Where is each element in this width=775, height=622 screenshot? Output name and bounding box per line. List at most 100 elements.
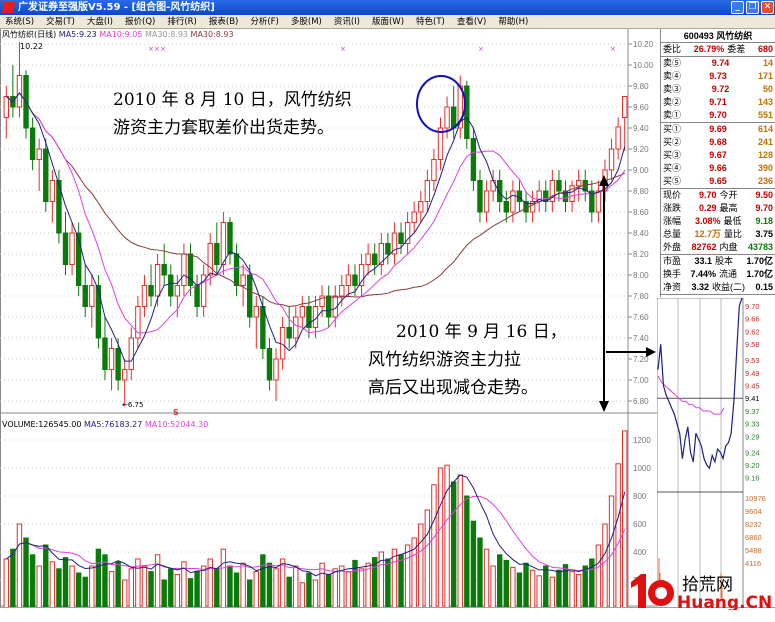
volume-bar [108, 571, 115, 607]
volume-bar [569, 571, 575, 607]
menu-item[interactable]: 报表(B) [208, 17, 239, 27]
candle-body [82, 285, 88, 307]
volume-bar [299, 582, 306, 607]
candle-body [608, 148, 615, 171]
volume-bar [549, 576, 556, 607]
volume-bar [69, 565, 75, 607]
quote-value: 171 [757, 71, 774, 81]
quote-label: 委差 [727, 44, 746, 54]
price-tick-label: 10.00 [633, 61, 654, 70]
quote-value: 12.7万 [694, 229, 721, 239]
candle-body [3, 96, 9, 118]
annotation-sep16: 2010 年 9 月 16 日， 风竹纺织游资主力拉 高后又出现减仓走势。 [368, 318, 567, 402]
price-tick-label: 8.00 [633, 271, 649, 280]
menu-item[interactable]: 系统(S) [5, 17, 35, 27]
candle-body [431, 159, 437, 181]
candle-body [207, 243, 213, 276]
volume-bar [391, 548, 398, 607]
menu-item[interactable]: 帮助(H) [498, 17, 529, 27]
quote-label: 买④ [663, 163, 682, 173]
quote-row: 换手 7.44% 流通 1.70亿 [661, 268, 775, 281]
quote-row: 总量 12.7万 量比 3.75 [661, 228, 775, 241]
quote-row: 卖③ 9.72 50 [661, 83, 775, 96]
candle-body [306, 306, 312, 328]
quote-row: 委比 26.79% 委差 680 [661, 43, 775, 56]
candle-body [227, 222, 233, 255]
volume-bar [437, 467, 444, 607]
volume-bar [582, 565, 588, 607]
volume-bar [622, 430, 628, 607]
restore-button[interactable]: ❐ [746, 1, 759, 14]
volume-bar [200, 565, 207, 607]
quote-label: 买① [663, 124, 682, 134]
price-tick-label: 7.80 [633, 292, 649, 301]
candle-body [319, 295, 325, 307]
quote-label: 收益(二) [712, 282, 746, 292]
candle-body [615, 126, 621, 150]
volume-bar [411, 537, 417, 607]
intraday-chart[interactable]: 9.70 9.66 9.62 9.58 9.53 9.49 9.45 9.41 9.37 9.33… [657, 298, 775, 608]
menu-item[interactable]: 版面(W) [371, 17, 405, 27]
volume-bar [273, 568, 279, 607]
candle-body [569, 185, 575, 202]
candle-body [293, 316, 299, 339]
volume-bar [43, 544, 49, 607]
arrow-right-head [646, 347, 656, 357]
menu-item[interactable]: 查看(V) [456, 17, 487, 27]
intraday-price-label: 9.53 [745, 356, 760, 365]
menu-item[interactable]: 分析(F) [250, 17, 279, 27]
candle-body [29, 127, 36, 160]
volume-bar [161, 579, 167, 607]
volume-bar [128, 568, 134, 607]
intraday-price-label: 9.33 [745, 420, 760, 429]
quote-label: 量比 [724, 229, 743, 239]
volume-bar [365, 562, 371, 607]
volume-tick-label: 1000 [633, 464, 651, 473]
logo-en: Huang.CN [677, 593, 772, 610]
minimize-button[interactable]: _ [731, 1, 744, 14]
intraday-volume-label: 10976 [745, 494, 766, 503]
volume-bar [424, 509, 431, 607]
menu-item[interactable]: 资讯(I) [333, 17, 360, 27]
logo-number-shape [631, 574, 646, 608]
volume-bar [260, 554, 266, 607]
quote-value: 236 [757, 176, 774, 186]
quote-label: 换手 [663, 269, 682, 279]
volume-bar [148, 571, 154, 607]
volume-bar [214, 568, 220, 607]
intraday-price-label: 9.41 [745, 394, 760, 403]
app-logo-icon [1, 2, 16, 13]
candle-body [365, 253, 371, 265]
candle-body [352, 274, 358, 286]
intraday-price-label: 9.29 [745, 432, 760, 441]
volume-tick-label: 1200 [633, 436, 651, 445]
quote-value: 3.08% [694, 216, 721, 226]
volume-bar [286, 576, 292, 607]
menu-item[interactable]: 多股(M) [290, 17, 322, 27]
ma10-line [5, 92, 626, 334]
volume-tick-label: 800 [633, 492, 647, 501]
stock-name-label: 风竹纺织(日线) [2, 30, 57, 39]
candle-body [214, 243, 220, 265]
quote-value: 143 [757, 97, 774, 107]
volume-bar [122, 579, 128, 607]
price-tick-label: 9.40 [633, 124, 649, 133]
volume-bar [23, 537, 29, 607]
candle-body [510, 190, 516, 213]
quote-label: 现价 [663, 190, 682, 200]
close-button[interactable]: ✕ [761, 1, 774, 14]
menu-item[interactable]: 报价(Q) [125, 17, 156, 27]
annotation-aug10: 2010 年 8 月 10 日，风竹纺织 游资主力套取差价出货走势。 [113, 86, 352, 142]
candle-body [260, 306, 266, 349]
menu-item[interactable]: 大盘(I) [86, 17, 113, 27]
volume-label: VOLUME:126545.00 [2, 420, 82, 429]
kline-chart[interactable]: 10.20 10.00 9.80 9.60 9.40 9.20 9.00 8.80 8.60 8.… [0, 29, 660, 607]
menu-item[interactable]: 排行(R) [167, 17, 197, 27]
menu-item[interactable]: 特色(T) [416, 17, 445, 27]
vol-ma5-line [5, 474, 626, 577]
volume-legend: VOLUME:126545.00 MA5:76183.27 MA10:52044… [2, 420, 208, 430]
menu-item[interactable]: 交易(T) [46, 17, 75, 27]
quote-label: 涨幅 [663, 216, 682, 226]
quote-title: 600493 风竹纺织 [661, 29, 775, 43]
volume-bar [490, 565, 496, 607]
